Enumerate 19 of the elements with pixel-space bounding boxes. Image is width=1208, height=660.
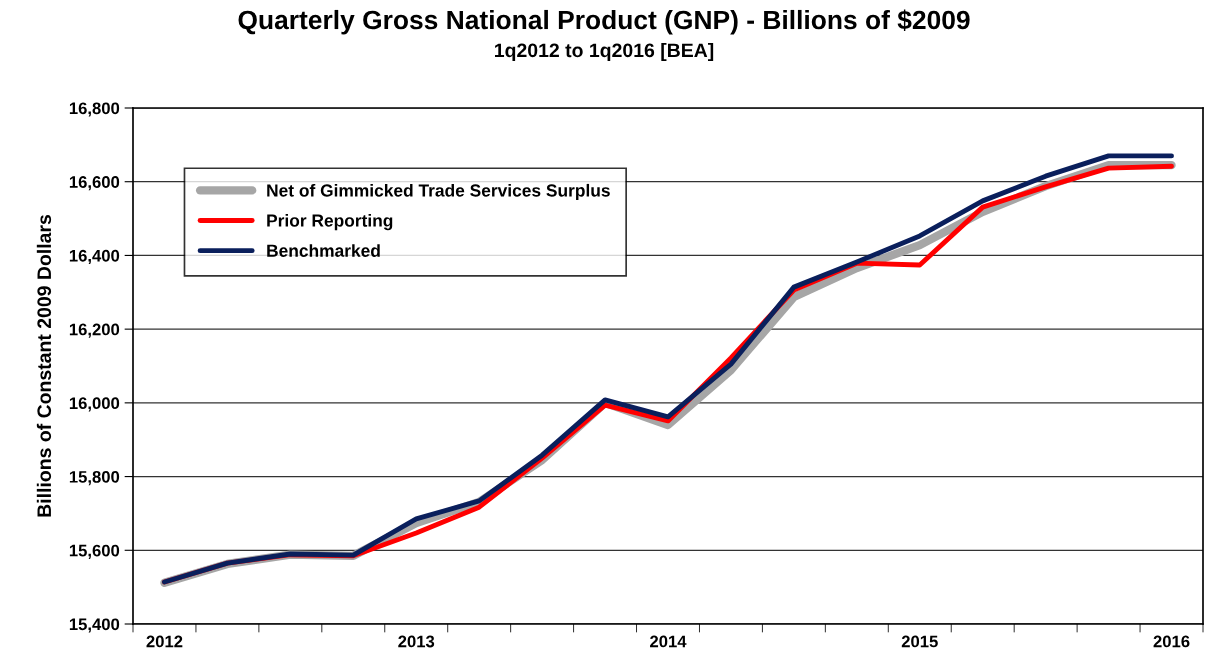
y-tick-label: 15,600 (69, 544, 120, 559)
x-tick-label: 2014 (650, 635, 687, 648)
y-tick-label: 16,000 (69, 397, 120, 412)
chart-title: Quarterly Gross National Product (GNP) - Billions of $2009 (238, 9, 970, 35)
legend-label: Benchmarked (267, 244, 380, 257)
x-tick-label: 2016 (1153, 635, 1190, 648)
x-tick-label: 2015 (901, 635, 938, 648)
y-tick-label: 16,800 (69, 102, 120, 117)
y-tick-label: 15,800 (69, 470, 120, 486)
x-tick-label: 2012 (146, 635, 183, 648)
legend-label: Net of Gimmicked Trade Services Surplus (267, 183, 610, 201)
legend-label: Prior Reporting (267, 213, 393, 231)
y-tick-label: 16,600 (69, 176, 120, 191)
y-tick-label: 15,400 (69, 618, 120, 633)
x-tick-label: 2013 (398, 635, 435, 648)
y-tick-label: 16,400 (69, 249, 120, 265)
y-tick-label: 16,200 (69, 323, 120, 338)
y-axis-title: Billions of Constant 2009 Dollars (36, 214, 52, 517)
chart-subtitle: 1q2012 to 1q2016 [BEA] (495, 42, 714, 62)
